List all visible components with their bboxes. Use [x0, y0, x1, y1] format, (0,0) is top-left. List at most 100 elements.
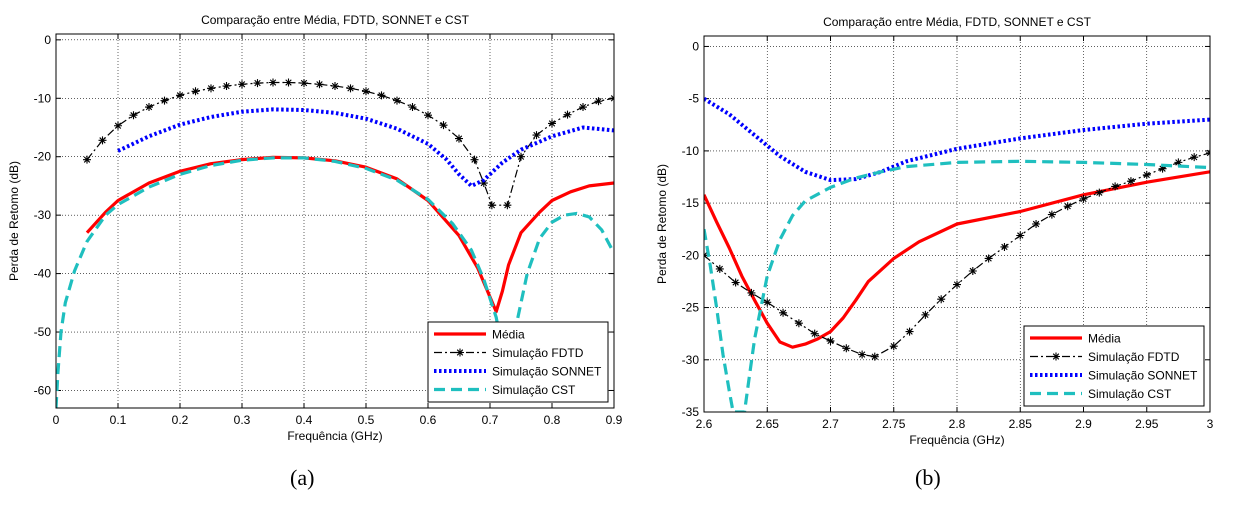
chart-a-series-marker-1: [346, 84, 355, 93]
chart-b-series-line-2: [704, 96, 1210, 183]
chart-b-legend-label-1: Simulação FDTD: [1088, 350, 1180, 364]
chart-a-legend-label-1: Simulação FDTD: [492, 346, 584, 360]
chart-b-xtick-label: 2.7: [822, 417, 839, 431]
chart-a-series-marker-1: [114, 121, 122, 130]
chart-a-xtick-label: 0.7: [482, 413, 499, 427]
chart-a-group: 0 0.1 0.2 0.3 0.4 0.5 0.6 0.7 0.8 0.9 0 -10 -20 -30 -4…: [7, 13, 623, 443]
chart-b-series-marker-1: [889, 342, 898, 351]
chart-a-series-marker-1: [548, 119, 556, 128]
chart-a-xtick-label: 0: [53, 413, 60, 427]
chart-b-xtick-label: 3: [1207, 417, 1214, 431]
chart-b-ytick-label: -10: [682, 144, 700, 158]
chart-a-series-marker-1: [377, 91, 386, 100]
chart-a-series-marker-1: [487, 201, 496, 210]
chart-a-series-marker-1: [191, 87, 200, 96]
chart-b-series-marker-1: [968, 267, 977, 275]
chart-a-series-marker-1: [424, 111, 432, 120]
chart-a-series-marker-1: [563, 110, 572, 119]
chart-a-ytick-label: -30: [34, 208, 52, 222]
chart-b-legend-label-2: Simulação SONNET: [1088, 369, 1198, 383]
chart-a-series-marker-1: [83, 155, 91, 164]
chart-b-series-marker-1: [794, 319, 803, 328]
chart-a-ytick-label: 0: [44, 33, 51, 47]
chart-b-series-marker-1: [1111, 182, 1120, 191]
chart-a-series-marker-1: [315, 80, 324, 89]
chart-b-xtick-label: 2.6: [696, 417, 713, 431]
chart-b-series-marker-1: [905, 327, 914, 336]
chart-b-series-marker-1: [826, 336, 835, 345]
chart-a-xtick-label: 0.9: [606, 413, 623, 427]
chart-a-series-marker-1: [284, 78, 293, 87]
chart-b-series-marker-1: [763, 298, 772, 307]
chart-a-xtick-label: 0.5: [358, 413, 375, 427]
chart-a-legend-label-3: Simulação CST: [492, 383, 576, 397]
chart-a-series-marker-1: [393, 96, 401, 105]
chart-b-series-marker-1: [1095, 188, 1104, 197]
chart-a-series-marker-1: [98, 136, 107, 145]
chart-a-legend-label-2: Simulação SONNET: [492, 365, 602, 379]
chart-a-series-marker-1: [594, 97, 603, 106]
chart-b-ytick-label: -30: [682, 353, 700, 367]
chart-a-series-marker-1: [470, 155, 479, 164]
chart-a-series-marker-1: [145, 103, 153, 112]
chart-b-series-marker-1: [1032, 220, 1041, 228]
chart-a-series-marker-1: [269, 78, 277, 87]
chart-b-series-marker-1: [1016, 231, 1025, 240]
chart-a-series-marker-1: [455, 134, 463, 143]
chart-a-xtick-label: 0.3: [234, 413, 251, 427]
chart-a-series-marker-1: [579, 103, 587, 112]
chart-b-xlabel: Frequência (GHz): [909, 433, 1004, 447]
chart-a-frame: [55, 33, 615, 409]
chart-a-ytick-label: -40: [34, 267, 52, 281]
chart-a-xlabel: Frequência (GHz): [287, 429, 382, 443]
chart-b-series-marker-1: [937, 295, 946, 304]
chart-b-legend-marker-1: [1052, 352, 1060, 361]
chart-a-series-marker-1: [503, 201, 512, 210]
chart-b-title: Comparação entre Média, FDTD, SONNET e C…: [823, 15, 1092, 29]
chart-b-series-marker-1: [747, 288, 756, 297]
chart-a-legend-marker-1: [456, 348, 464, 357]
chart-b-series-line-3: [704, 159, 1210, 412]
chart-b-group: 2.6 2.65 2.7 2.75 2.8 2.85 2.9 2.95 3 0 -5 -10 -15 -2…: [655, 15, 1214, 447]
chart-a-ytick-label: -50: [34, 325, 52, 339]
chart-b-xtick-label: 2.75: [882, 417, 906, 431]
chart-b-ytick-label: -35: [682, 405, 700, 419]
chart-b-series-group: [704, 96, 1210, 412]
chart-b-series-marker-1: [779, 308, 788, 317]
chart-b-series-marker-1: [870, 352, 879, 361]
chart-b-xtick-label: 2.85: [1009, 417, 1033, 431]
chart-a-series-marker-1: [300, 79, 308, 88]
chart-a-series-marker-1: [238, 80, 246, 89]
chart-a-xtick-label: 0.2: [172, 413, 189, 427]
chart-b-series-marker-1: [1158, 164, 1167, 173]
chart-a-ytick-label: -20: [34, 150, 52, 164]
chart-a-series-marker-1: [532, 131, 541, 140]
chart-b-xtick-label: 2.65: [756, 417, 780, 431]
chart-b-ytick-label: 0: [692, 39, 699, 53]
chart-a-xtick-label: 0.8: [544, 413, 561, 427]
chart-b-series-marker-1: [715, 264, 724, 273]
chart-b-series-marker-1: [1142, 170, 1151, 179]
chart-a-series-group: [56, 78, 614, 408]
chart-b-series-marker-1: [731, 278, 740, 287]
panel-label-b: (b): [915, 465, 941, 490]
chart-a-ytick-label: -60: [34, 383, 52, 397]
chart-b-ytick-label: -5: [688, 92, 699, 106]
panel-label-a: (a): [290, 465, 315, 490]
chart-a-series-line-2: [117, 107, 614, 188]
chart-b-ytick-label: -20: [682, 248, 700, 262]
chart-b-frame: [703, 35, 1211, 413]
chart-b-series-marker-1: [1126, 177, 1135, 186]
chart-b-legend-label-0: Média: [1088, 332, 1121, 346]
chart-a-xtick-label: 0.4: [296, 413, 313, 427]
chart-a-xtick-label: 0.1: [110, 413, 127, 427]
chart-a-series-marker-1: [517, 152, 525, 161]
chart-a-series-marker-1: [408, 103, 417, 112]
chart-a-series-marker-1: [331, 82, 339, 91]
chart-a-xtick-label: 0.6: [420, 413, 437, 427]
chart-b-series-marker-1: [1190, 153, 1199, 162]
chart-b-series-marker-1: [921, 310, 930, 319]
chart-a-ytick-label: -10: [34, 91, 52, 105]
chart-b-ytick-label: -15: [682, 196, 700, 210]
chart-a-legend-label-0: Média: [492, 328, 525, 342]
